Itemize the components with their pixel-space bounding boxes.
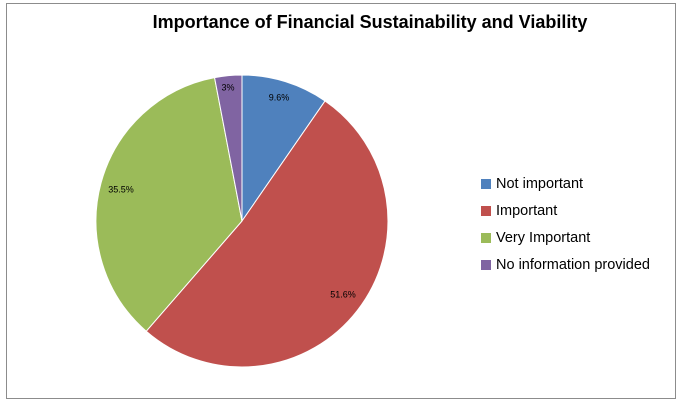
slice-label-not-important: 9.6% — [269, 92, 290, 102]
legend-label: Important — [496, 202, 558, 219]
legend-swatch — [481, 205, 491, 216]
chart-title: Importance of Financial Sustainability a… — [152, 12, 588, 32]
legend-item-very-important: Very Important — [481, 224, 650, 251]
legend-item-important: Important — [481, 197, 650, 224]
legend: Not important Important Very Important N… — [481, 170, 650, 278]
slice-label-important: 51.6% — [330, 289, 356, 299]
pie-slice-no-information — [213, 74, 243, 222]
legend-item-no-information: No information provided — [481, 251, 650, 278]
legend-label: Not important — [496, 175, 584, 192]
legend-swatch — [481, 178, 491, 189]
legend-swatch — [481, 232, 491, 243]
legend-label: Very Important — [496, 229, 591, 246]
legend-swatch — [481, 259, 491, 270]
slice-label-no-information: 3% — [221, 82, 234, 92]
legend-label: No information provided — [496, 256, 650, 273]
legend-item-not-important: Not important — [481, 170, 650, 197]
pie-slice-not-important — [241, 74, 326, 223]
slice-label-very-important: 35.5% — [108, 184, 134, 194]
pie-slices — [95, 74, 389, 368]
pie-slice-very-important — [95, 77, 243, 332]
pie-labels: 9.6% 51.6% 35.5% 3% — [108, 82, 356, 299]
pie-slice-important — [145, 100, 389, 368]
